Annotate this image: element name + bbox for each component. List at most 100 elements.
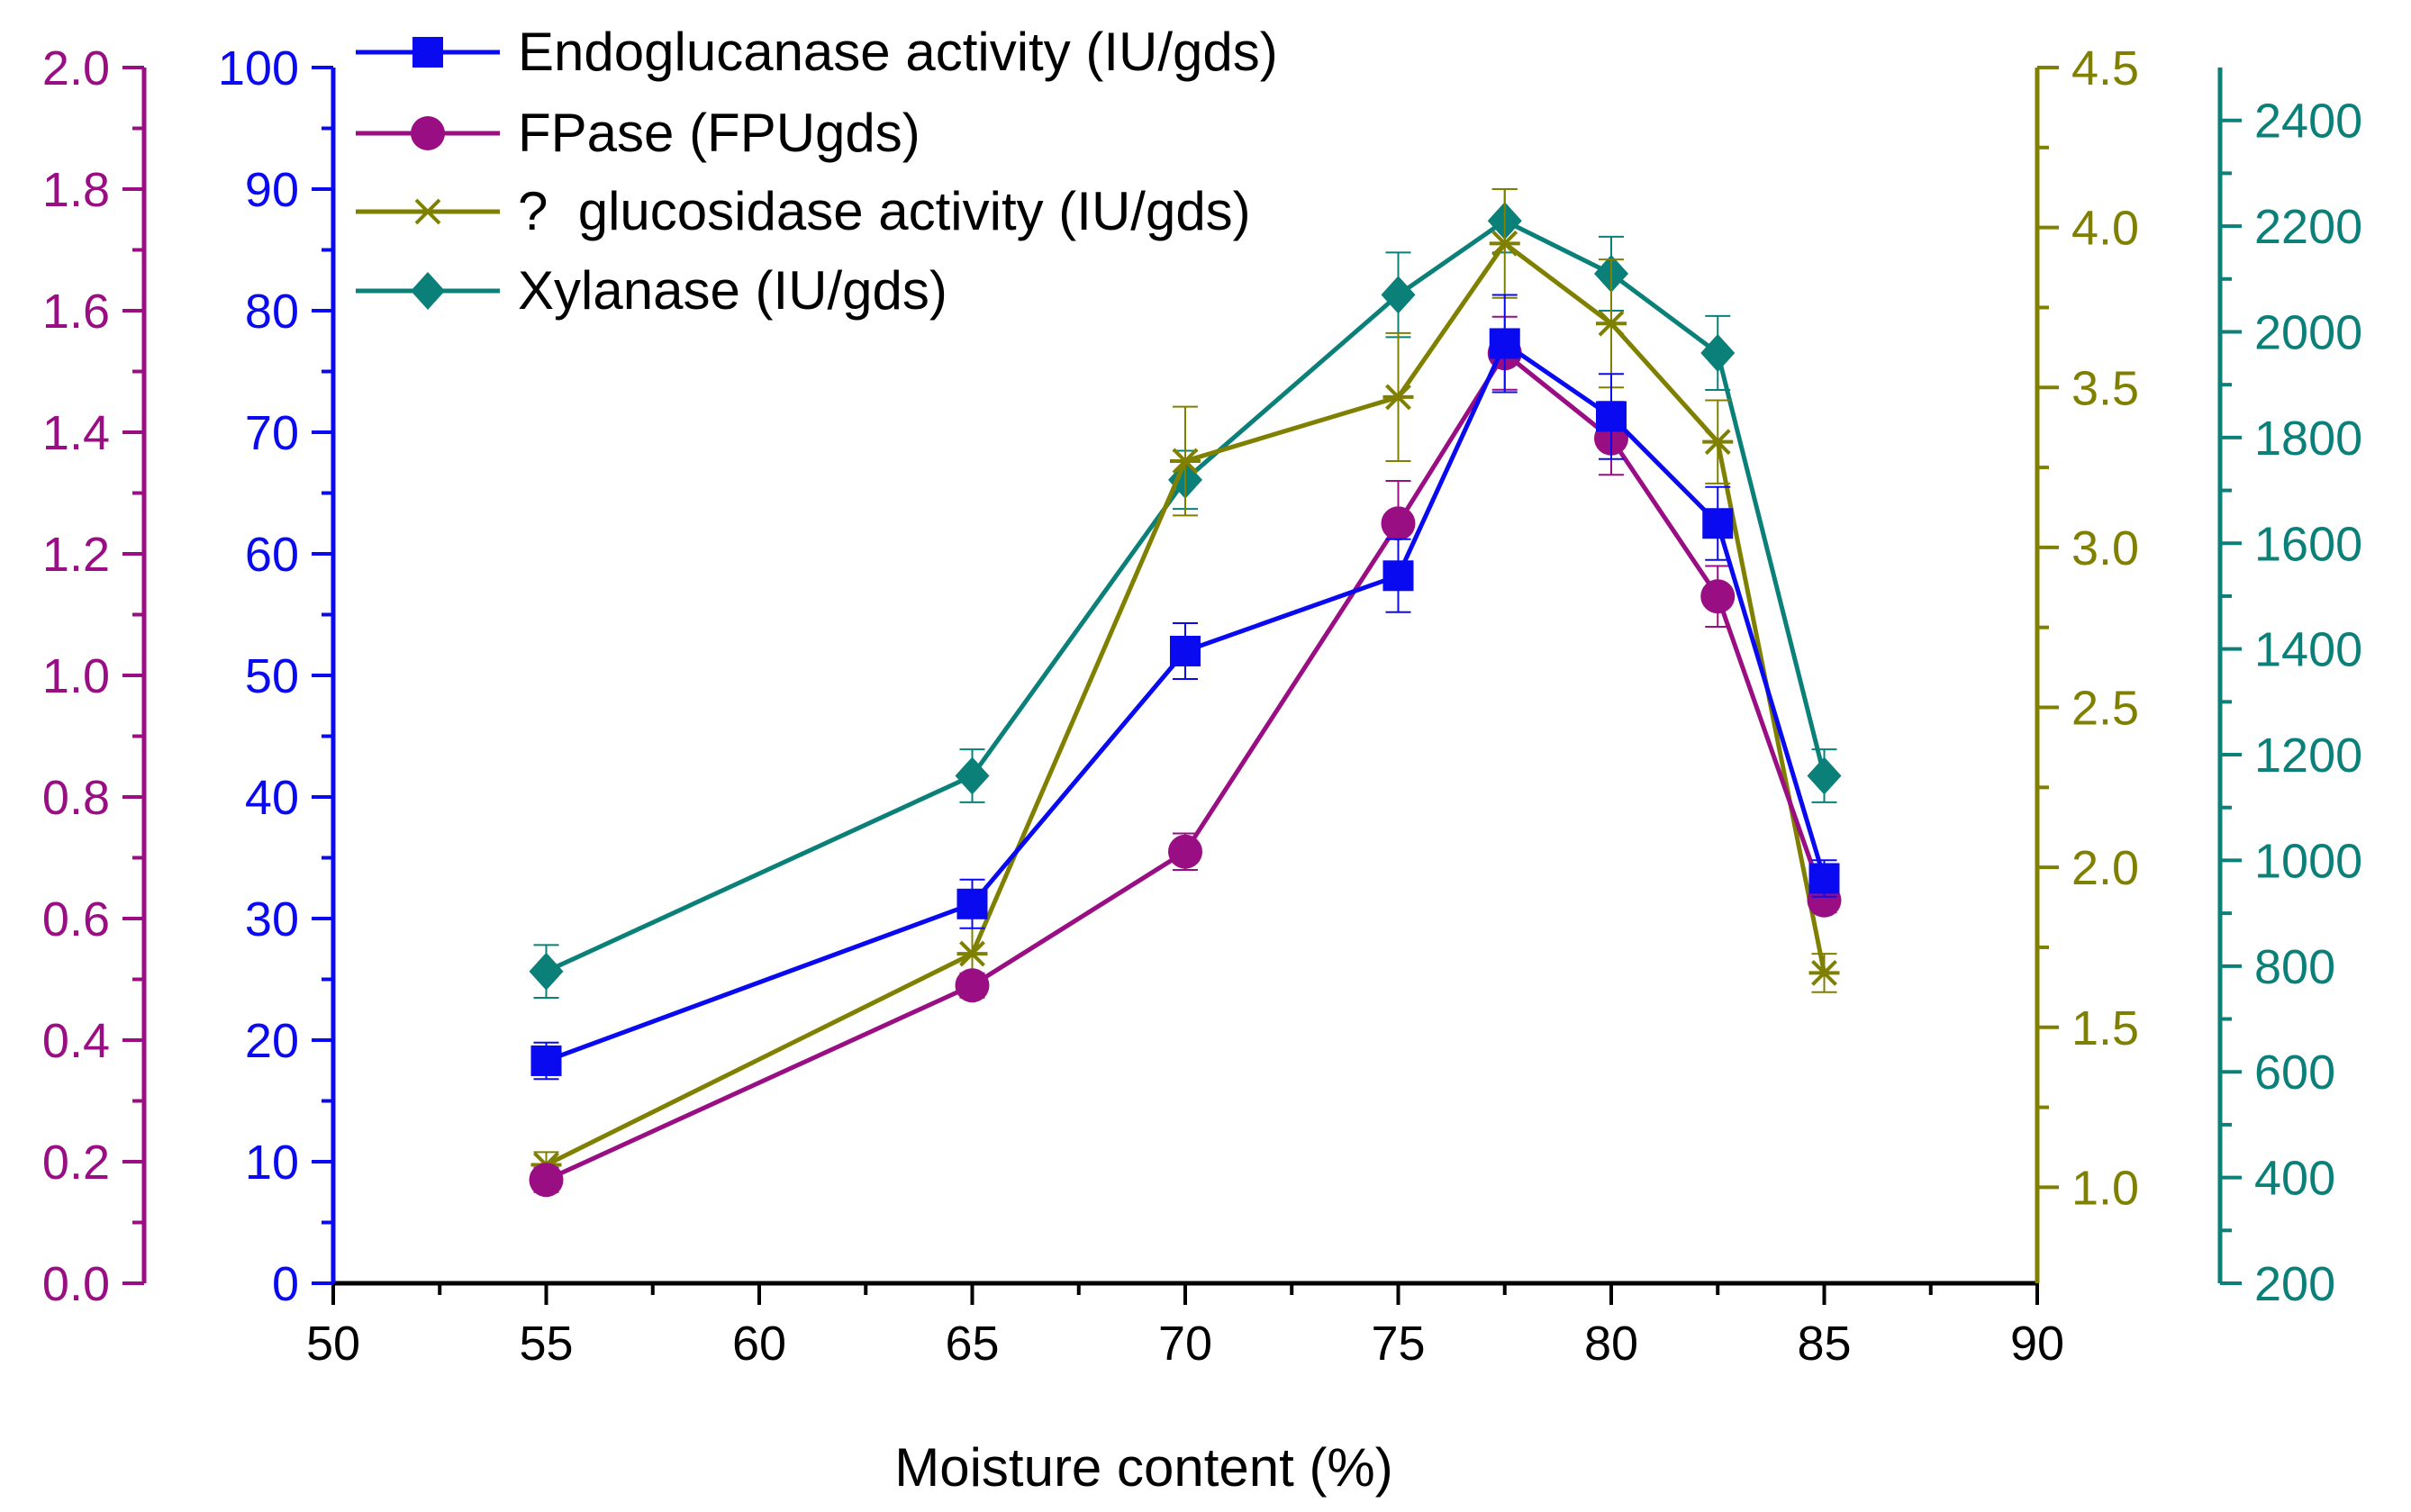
y-tick-label-xyl: 2400 [2254,95,2362,149]
data-point-gluco [1382,384,1414,411]
x-tick-label: 70 [1158,1317,1212,1371]
y-tick-label-xyl: 1600 [2254,517,2362,571]
legend-marker-shape-d2 [414,198,441,225]
data-point-gluco [956,940,988,967]
y-tick-label-gluco: 2.0 [2071,841,2139,895]
legend-marker-shape [411,116,445,150]
legend-label-glucosidase: ? glucosidase activity (IU/gds) [518,181,1251,241]
x-tick-label: 60 [732,1317,786,1371]
legend-marker-fpase [411,116,445,150]
series-line-gluco [545,240,1826,1167]
data-point-endo [1170,636,1201,666]
y-tick-label-gluco: 3.5 [2071,361,2139,415]
data-point-fpase [529,1163,564,1198]
y-tick-label-xyl: 600 [2254,1046,2335,1100]
y-tick-label-gluco: 2.5 [2071,682,2139,736]
data-point-gluco-d2 [1811,959,1837,986]
y-tick-label-endo: 50 [245,649,299,703]
y-tick-label-xyl: 800 [2254,940,2335,994]
series-line-fpase [545,350,1826,1182]
x-tick-label: 80 [1584,1317,1638,1371]
y-tick-label-fpase: 1.8 [42,163,110,217]
y-tick-label-endo: 60 [245,528,299,582]
legend-marker-glucosidase [412,198,443,225]
data-point-endo [1808,863,1840,894]
y-tick-label-fpase: 0.0 [42,1257,110,1311]
y-tick-label-fpase: 0.8 [42,771,110,825]
x-axis-label: Moisture content (%) [894,1437,1393,1498]
x-tick-label: 75 [1371,1317,1425,1371]
y-tick-label-fpase: 0.2 [42,1136,110,1190]
y-tick-label-fpase: 1.6 [42,285,110,339]
x-tick-label: 85 [1797,1317,1851,1371]
data-point-gluco-d2 [1598,310,1625,337]
legend: Endoglucanase activity (IU/gds) FPase (F… [356,22,1278,321]
data-point-gluco-d2 [1704,429,1731,456]
legend-marker-xylanase [411,272,445,310]
y-tick-label-endo: 90 [245,163,299,217]
data-point-xyl [1807,756,1842,795]
series-layer [529,188,1842,1198]
y-tick-label-xyl: 1800 [2254,412,2362,466]
x-tick-label: 50 [306,1317,360,1371]
y-tick-label-endo: 70 [245,406,299,460]
x-tick-label: 55 [519,1317,573,1371]
y-tick-label-xyl: 200 [2254,1257,2335,1311]
data-point-gluco [1489,230,1520,257]
data-point-fpase [1168,834,1202,869]
data-point-endo [1596,401,1627,432]
data-point-fpase [1700,579,1736,614]
y-tick-label-xyl: 2000 [2254,305,2362,359]
y-tick-label-gluco: 3.0 [2071,521,2139,575]
y-tick-label-endo: 30 [245,892,299,946]
data-point-endo [956,888,988,919]
y-tick-label-gluco: 4.0 [2071,202,2139,256]
y-tick-label-fpase: 2.0 [42,41,110,95]
y-tick-label-xyl: 400 [2254,1152,2335,1206]
series-line-xyl [545,218,1826,973]
y-tick-label-gluco: 4.5 [2071,41,2139,95]
series-gluco [530,188,1840,1179]
x-tick-label: 90 [2010,1317,2064,1371]
data-point-xyl [1700,333,1736,372]
legend-label-xylanase: Xylanase (IU/gds) [518,260,947,321]
y-tick-label-fpase: 1.0 [42,649,110,703]
data-point-endo [530,1045,562,1076]
series-line-endo [545,340,1826,1064]
y-tick-label-endo: 10 [245,1136,299,1190]
y-tick-label-gluco: 1.0 [2071,1161,2139,1215]
y-tick-label-xyl: 1400 [2254,623,2362,677]
data-point-endo [1382,560,1414,592]
legend-label-fpase: FPase (FPUgds) [518,103,920,163]
data-point-fpase [955,968,990,1003]
legend-marker-shape [412,198,443,225]
y-tick-label-fpase: 0.6 [42,892,110,946]
y-tick-label-xyl: 1000 [2254,834,2362,888]
y-tick-label-xyl: 2200 [2254,200,2362,254]
y-tick-label-fpase: 0.4 [42,1014,110,1068]
data-point-xyl [1381,276,1416,314]
data-point-gluco [1596,310,1627,337]
y-tick-label-xyl: 1200 [2254,729,2362,783]
data-point-endo [1489,328,1520,359]
y-tick-label-fpase: 1.4 [42,406,110,460]
y-tick-label-endo: 100 [218,41,299,95]
legend-marker-shape [412,37,443,68]
data-point-fpase [1381,506,1416,541]
data-point-gluco [1170,448,1201,475]
y-tick-label-endo: 0 [272,1257,299,1311]
data-point-gluco [1702,429,1734,456]
axes-layer: 50 55 60 65 70 75 80 85 90 0.0 0.2 0.4 0.6 0.8 1.0 1.2 1… [42,41,2362,1371]
legend-marker-shape [411,272,445,310]
data-point-xyl [955,756,990,795]
data-point-xyl [529,952,564,991]
data-point-endo [1702,508,1734,539]
y-tick-label-endo: 20 [245,1014,299,1068]
legend-label-endoglucanase: Endoglucanase activity (IU/gds) [518,22,1278,82]
data-point-gluco-d2 [1172,448,1199,475]
y-tick-label-gluco: 1.5 [2071,1001,2139,1055]
data-point-gluco [1808,959,1840,986]
data-point-gluco-d2 [1491,230,1518,257]
